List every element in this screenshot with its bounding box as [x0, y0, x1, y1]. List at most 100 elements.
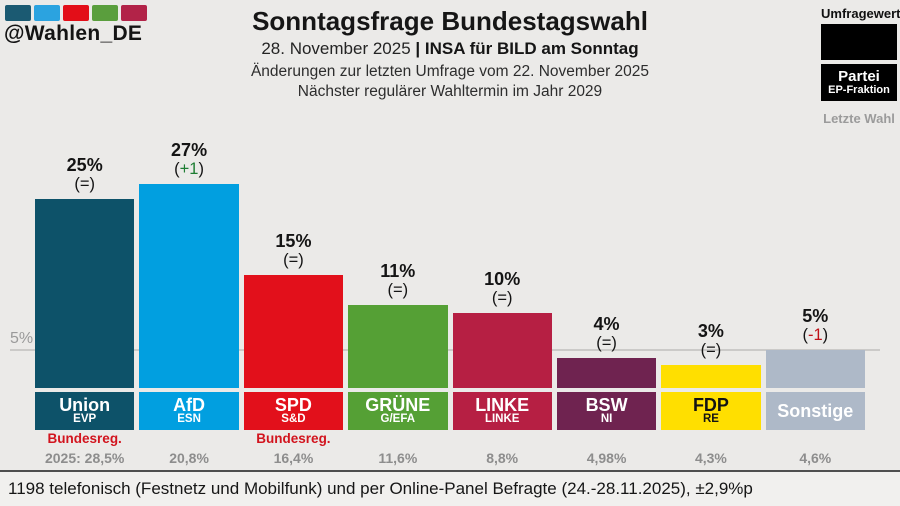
bar-column-sonstige: 5% (-1)	[765, 0, 865, 388]
change-label-sonstige: (-1)	[802, 326, 829, 345]
value-label-spd: 15% (=)	[232, 231, 355, 270]
change-label-union: (=)	[74, 175, 95, 194]
bar-fdp	[661, 365, 761, 388]
faction-gr-ne: G/EFA	[380, 413, 416, 426]
bar-column-spd: 15% (=)	[243, 0, 344, 388]
faction-afd: ESN	[177, 413, 201, 426]
poll-value-union: 25%	[66, 155, 103, 176]
value-label-sonstige: 5% (-1)	[754, 306, 877, 345]
party-label-linke: LINKE LINKE	[452, 392, 552, 430]
gov-note-linke	[453, 431, 552, 449]
gov-note-fdp	[661, 431, 760, 449]
value-label-afd: 27% (+1)	[127, 140, 250, 179]
logo-square-1	[34, 5, 60, 21]
last-election-gr-ne: 11,6%	[378, 450, 418, 466]
poll-value-linke: 10%	[484, 268, 521, 289]
logo-square-4	[121, 5, 147, 21]
bar-column-union: 25% (=)	[35, 0, 135, 388]
value-label-fdp: 3% (=)	[649, 321, 772, 360]
bar-column-gr-ne: 11% (=)	[348, 0, 448, 388]
party-name-afd: AfD	[173, 394, 206, 415]
bar-gr-ne	[348, 304, 448, 388]
bar-column-fdp: 3% (=)	[661, 0, 761, 388]
party-colors-logo	[5, 5, 147, 21]
faction-fdp: RE	[702, 413, 719, 426]
header: Sonntagsfrage Bundestagswahl 28. Novembe…	[160, 7, 740, 101]
party-label-sonstige: Sonstige	[765, 392, 865, 430]
change-label-bsw: (=)	[596, 333, 617, 352]
value-label-linke: 10% (=)	[441, 269, 564, 308]
change-value-linke: =	[497, 288, 507, 307]
party-name-linke: LINKE	[475, 394, 530, 415]
change-value-bsw: =	[601, 333, 612, 352]
gov-note-sonstige	[766, 431, 865, 449]
bars-row: 25% (=) 27% (+1) 15% (=) 11% (=) 10% (=) 4% (=) 3% (=…	[35, 0, 865, 388]
value-label-union: 25% (=)	[23, 155, 146, 194]
subtitle-date-source: 28. November 2025 | INSA für BILD am Son…	[160, 39, 740, 59]
party-label-bsw: BSW NI	[556, 392, 657, 430]
change-value-fdp: =	[706, 341, 716, 360]
bar-column-linke: 10% (=)	[452, 0, 552, 388]
change-note: Änderungen zur letzten Umfrage vom 22. N…	[250, 63, 650, 81]
bar-spd	[243, 274, 344, 388]
party-label-afd: AfD ESN	[139, 392, 239, 430]
brand-handle: @Wahlen_DE	[4, 22, 143, 45]
last-election-sonstige: 4,6%	[799, 450, 832, 466]
change-label-gr-ne: (=)	[387, 280, 409, 299]
gov-notes-row: Bundesreg. Bundesreg.	[35, 431, 865, 449]
change-label-fdp: (=)	[700, 341, 722, 360]
last-election-afd: 20,8%	[169, 450, 209, 466]
next-election-note: Nächster regulärer Wahltermin im Jahr 20…	[297, 83, 603, 101]
bar-sonstige	[765, 350, 865, 388]
change-label-spd: (=)	[283, 250, 304, 269]
legend-last-election-label: Letzte Wahl	[823, 111, 895, 126]
legend-bar-sample	[821, 24, 897, 60]
party-name-bsw: BSW	[585, 394, 628, 415]
gov-note-gr-ne	[348, 431, 447, 449]
gov-note-bsw	[557, 431, 656, 449]
faction-linke: LINKE	[484, 413, 520, 426]
party-label-spd: SPD S&D	[243, 392, 344, 430]
threshold-label: 5%	[10, 330, 34, 347]
poll-value-sonstige: 5%	[802, 306, 829, 327]
last-election-fdp: 4,3%	[694, 450, 727, 466]
bar-bsw	[556, 357, 657, 388]
last-election-union: 2025: 28,5%	[44, 450, 125, 466]
poll-value-afd: 27%	[171, 140, 208, 161]
last-election-bsw: 4,98%	[586, 450, 627, 466]
logo-square-2	[63, 5, 89, 21]
poll-date: 28. November 2025	[261, 39, 411, 59]
legend-party-label: Partei	[838, 67, 880, 85]
gov-note-union: Bundesreg.	[47, 431, 122, 446]
change-value-union: =	[79, 175, 90, 194]
party-name-gr-ne: GRÜNE	[365, 394, 431, 415]
legend-faction-label: EP-Fraktion	[828, 83, 890, 96]
change-value-spd: =	[288, 250, 299, 269]
gov-note-afd	[139, 431, 238, 449]
logo-square-0	[5, 5, 31, 21]
poll-source: | INSA für BILD am Sonntag	[415, 39, 639, 59]
party-label-gr-ne: GRÜNE G/EFA	[348, 392, 448, 430]
last-election-spd: 16,4%	[273, 450, 314, 466]
change-value-gr-ne: =	[392, 280, 403, 299]
legend-party-box: Partei EP-Fraktion	[821, 64, 897, 101]
bar-column-afd: 27% (+1)	[139, 0, 239, 388]
poll-value-gr-ne: 11%	[380, 260, 416, 281]
change-label-afd: (+1)	[174, 160, 204, 179]
change-label-linke: (=)	[491, 288, 513, 307]
bar-linke	[452, 312, 552, 388]
faction-bsw: NI	[600, 413, 613, 426]
legend: Umfragewert Partei EP-Fraktion Letzte Wa…	[821, 6, 900, 126]
methodology-note: 1198 telefonisch (Festnetz und Mobilfunk…	[8, 479, 753, 498]
gov-note-spd: Bundesreg.	[256, 431, 331, 446]
party-label-fdp: FDP RE	[661, 392, 761, 430]
page-title: Sonntagsfrage Bundestagswahl	[252, 6, 648, 36]
party-name-union: Union	[59, 394, 111, 415]
party-label-union: Union EVP	[35, 392, 135, 430]
bar-column-bsw: 4% (=)	[556, 0, 657, 388]
poll-value-spd: 15%	[275, 230, 312, 251]
poll-value-fdp: 3%	[697, 321, 724, 342]
party-labels-row: Union EVP AfD ESN SPD S&D GRÜNE G/EFA LINKE LINKE…	[35, 392, 865, 430]
value-label-bsw: 4% (=)	[545, 314, 668, 353]
